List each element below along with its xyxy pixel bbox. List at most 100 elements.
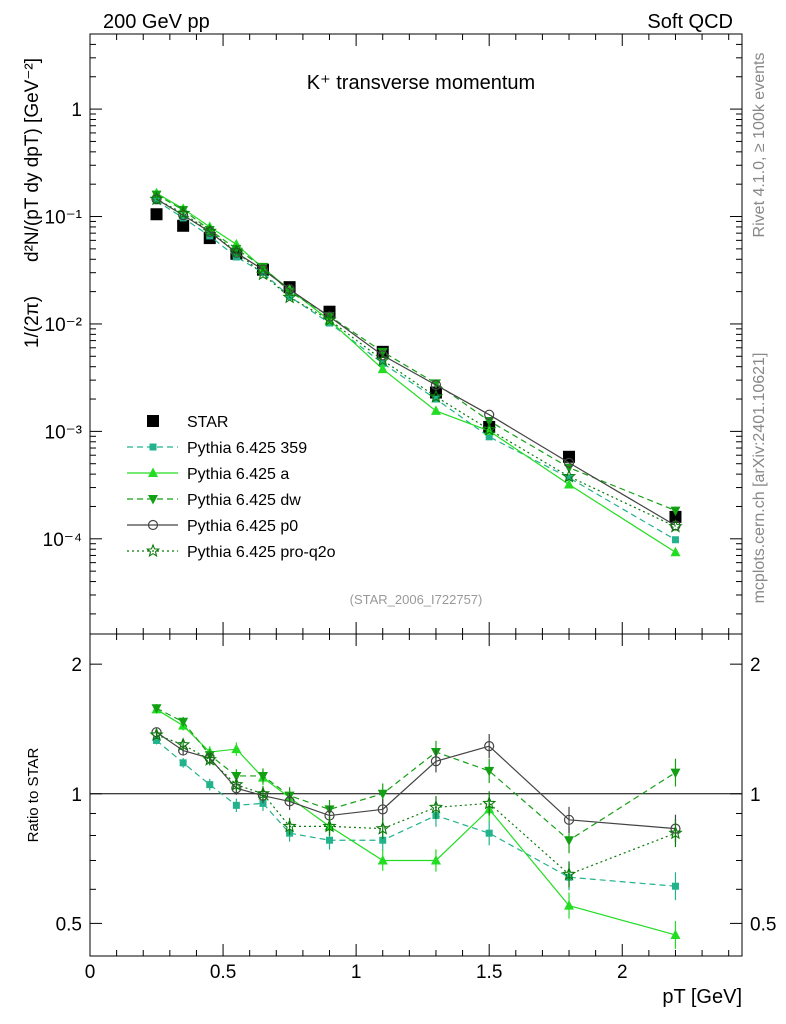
main-ytick-label: 10⁻⁴	[43, 530, 82, 551]
ratio-ytick-label-right: 1	[750, 785, 761, 806]
ratio-series-1-point	[231, 743, 242, 754]
series-2-point	[377, 363, 388, 374]
series-2-point	[670, 546, 681, 557]
series-0-point	[177, 219, 190, 232]
series-5-point	[202, 223, 217, 238]
ratio-series-2-point	[151, 704, 162, 714]
legend-marker	[145, 543, 161, 558]
ratio-series-2-point	[257, 771, 268, 782]
ratio-series-0-point	[485, 829, 493, 837]
legend-label: Pythia 6.425 pro-q2o	[187, 544, 336, 561]
series-5-point	[229, 244, 244, 258]
x-axis-label: pT [GeV]	[662, 986, 742, 1008]
main-ylabel: d²N/(pT dy dpT) [GeV⁻²]	[22, 58, 43, 262]
series-1-point	[179, 214, 187, 222]
ratio-ytick-label: 0.5	[56, 914, 82, 935]
series-5-point	[375, 352, 390, 367]
series-3-point	[670, 506, 681, 517]
ratio-series-3-point	[484, 741, 495, 752]
ratio-series-0-point	[671, 882, 679, 890]
ratio-series-0-point	[379, 836, 387, 844]
legend: STAR Pythia 6.425 359 Pythia 6.425 a Pythia…	[127, 414, 336, 561]
series-0-point	[429, 386, 442, 399]
ratio-ylabel: Ratio to STAR	[25, 747, 42, 842]
ratio-series-4-point	[255, 786, 271, 800]
legend-label: Pythia 6.425 p0	[187, 518, 298, 535]
ratio-series-group	[149, 703, 683, 949]
mcplots-label: mcplots.cern.ch [arXiv:2401.10621]	[751, 353, 768, 604]
series-3-point	[231, 244, 242, 255]
ratio-ytick-label: 2	[71, 655, 82, 676]
legend-label: Pythia 6.425 359	[187, 440, 307, 457]
legend-label: Pythia 6.425 a	[187, 466, 289, 483]
series-5-line	[156, 198, 676, 528]
ratio-xtick-label: 1	[351, 962, 362, 983]
header-right-label: Soft QCD	[647, 11, 733, 33]
ratio-series-0-line	[156, 739, 676, 887]
main-ytick-label: 1	[71, 100, 82, 121]
ratio-series-2-point	[670, 768, 681, 779]
series-1-point	[485, 433, 493, 441]
ratio-series-2-point	[377, 789, 388, 800]
series-5-point	[428, 389, 444, 403]
ratio-series-4-point	[149, 727, 164, 742]
ratio-series-4-point	[561, 866, 577, 881]
series-3-point	[151, 190, 162, 201]
series-3-line	[156, 194, 676, 512]
ratio-series-4-point	[229, 777, 244, 791]
ratio-series-4-point	[428, 799, 444, 814]
ratio-series-1-point	[377, 854, 388, 865]
ratio-series-4-point	[282, 818, 297, 833]
ratio-series-2-point	[564, 836, 575, 846]
series-0-point	[669, 510, 682, 523]
ratio-series-4-point	[175, 737, 191, 751]
ratio-ytick-label: 1	[71, 785, 82, 806]
series-3-point	[484, 416, 495, 427]
series-5-point	[149, 191, 164, 206]
plot-title: K⁺ transverse momentum	[307, 72, 535, 94]
main-series-group	[149, 187, 683, 557]
ratio-xtick-label: 1.5	[476, 962, 502, 983]
ratio-series-0-point	[326, 836, 334, 844]
series-4-point	[231, 247, 242, 258]
series-1-point	[671, 536, 679, 544]
series-2-point	[564, 479, 575, 489]
ratio-xtick-label: 0.5	[210, 962, 236, 983]
series-4-point	[284, 284, 295, 295]
legend-marker	[148, 495, 158, 505]
legend-marker	[147, 415, 159, 427]
ratio-series-1-line	[156, 708, 676, 936]
series-5-point	[561, 468, 577, 483]
legend-marker	[148, 467, 158, 477]
ratio-series-3-point	[563, 814, 575, 825]
series-4-point	[377, 350, 388, 361]
series-3-point	[564, 463, 575, 474]
ratio-series-0-point	[232, 801, 240, 809]
ratio-xtick-label: 0	[85, 962, 96, 983]
ratio-series-4-point	[668, 825, 683, 840]
analysis-id: (STAR_2006_I722757)	[350, 592, 483, 607]
series-1-point	[565, 474, 573, 482]
ratio-series-4-point	[322, 818, 337, 833]
ratio-ytick-label-right: 0.5	[750, 914, 776, 935]
series-5-point	[175, 205, 191, 220]
main-ytick-label: 10⁻²	[45, 315, 83, 336]
ratio-axis-ticks: 0 0.5 1 1.5 2 0.5 0.5 1 1 2 2	[56, 634, 776, 983]
ratio-series-4-point	[482, 795, 497, 810]
ratio-series-0-point	[153, 736, 161, 744]
legend-label: Pythia 6.425 dw	[187, 492, 301, 509]
series-2-point	[430, 405, 441, 415]
series-0-point	[150, 208, 163, 221]
ratio-xtick-label: 2	[617, 962, 628, 983]
series-4-point	[178, 210, 189, 221]
ratio-series-3-point	[284, 796, 295, 807]
series-5-point	[255, 266, 271, 281]
series-3-point	[377, 347, 388, 358]
ratio-series-1-point	[430, 854, 441, 865]
ratio-series-3-point	[377, 804, 388, 815]
ratio-series-4-line	[156, 734, 676, 876]
ratio-series-2-line	[156, 707, 676, 841]
ratio-series-4-point	[375, 821, 390, 835]
ratio-series-2-point	[484, 766, 495, 777]
